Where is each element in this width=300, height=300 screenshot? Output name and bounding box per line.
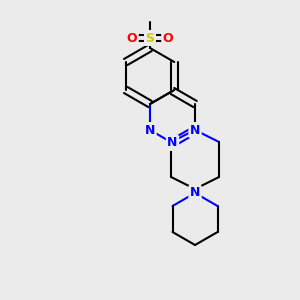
Text: O: O	[127, 32, 137, 44]
Text: S: S	[146, 32, 154, 44]
Text: N: N	[145, 124, 155, 136]
Text: O: O	[163, 32, 173, 44]
Text: N: N	[190, 124, 200, 136]
Text: N: N	[190, 187, 200, 200]
Text: N: N	[167, 136, 178, 149]
